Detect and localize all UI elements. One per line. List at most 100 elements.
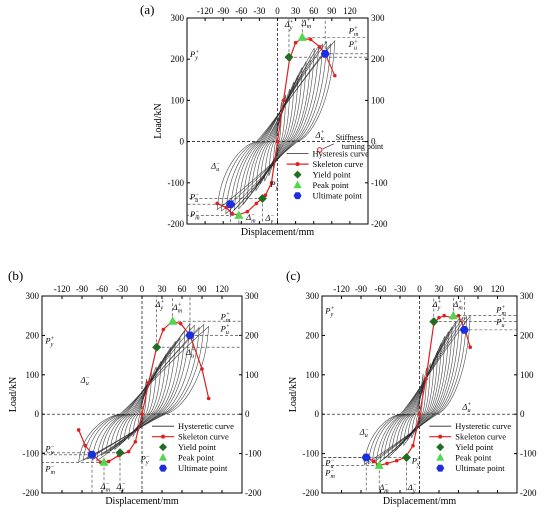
y-tick-label-left: 100 xyxy=(171,95,185,105)
ref-label: Δ− m xyxy=(245,212,256,225)
ref-label-base: Δ xyxy=(407,482,413,492)
y-tick-label-right: -100 xyxy=(245,449,262,459)
legend-entry: Ultimate point xyxy=(178,463,228,473)
skeleton-point xyxy=(200,367,204,371)
ref-label-sup: + xyxy=(226,324,230,330)
hysteresis-curves xyxy=(216,40,336,215)
yield-point xyxy=(152,342,162,352)
ref-label-base: Δ xyxy=(432,299,438,309)
yield-point xyxy=(402,453,411,463)
legend-swatch-ultimate xyxy=(293,192,302,200)
ref-label-sub: m xyxy=(178,308,183,314)
skeleton-point xyxy=(333,73,337,78)
panel-b: (b) -120 -90 -60 -30 0 30 60 90 120 -200 -200 -100 -1… xyxy=(8,268,262,507)
legend-swatch-yield xyxy=(159,443,167,452)
skeleton-point xyxy=(206,396,211,401)
skeleton-point xyxy=(424,376,428,381)
ref-label: P+ y xyxy=(44,335,54,348)
skeleton-point xyxy=(468,345,473,350)
legend-entry: Skeleton curve xyxy=(178,432,229,442)
y-tick-label-left: 200 xyxy=(306,330,320,340)
legend-entry: Hysteretic curve xyxy=(455,421,511,431)
ref-label-sub: m xyxy=(195,215,200,221)
skeleton-point xyxy=(106,459,111,464)
ref-label-base: Δ xyxy=(185,347,191,357)
ref-label: Δ− m xyxy=(378,482,389,495)
ref-label-sup: − xyxy=(216,161,220,167)
ref-label-sup: + xyxy=(458,300,462,306)
skeleton-point xyxy=(269,181,274,185)
hysteresis-loop xyxy=(91,324,195,461)
ref-label-base: Δ xyxy=(245,212,251,222)
ultimate-point xyxy=(87,450,97,459)
ref-label-sub: m xyxy=(226,318,231,324)
skeleton-point xyxy=(442,313,447,318)
ref-label-sup: + xyxy=(307,18,311,24)
ref-label: Δ− u xyxy=(80,375,90,388)
ref-label: P+ m xyxy=(348,26,359,39)
hysteresis-loop xyxy=(363,315,471,466)
ref-label: P+ m xyxy=(220,312,231,325)
ref-label-sup: + xyxy=(51,336,55,342)
annotation-line: Stiffness xyxy=(336,133,364,142)
skeleton-point xyxy=(76,428,81,432)
ref-label-base: P xyxy=(220,312,226,322)
legend-swatch-peak xyxy=(159,453,167,461)
hysteresis-loop xyxy=(238,47,315,210)
ref-label-base: P xyxy=(324,457,330,467)
ref-label-sub: u xyxy=(216,167,219,173)
skeleton-point xyxy=(411,443,415,448)
x-tick-label-top: 0 xyxy=(417,284,422,294)
ref-label: Δ− y xyxy=(407,482,417,495)
skeleton-point xyxy=(385,461,389,466)
ref-label-sup: − xyxy=(330,468,334,474)
ref-label: Δ− u xyxy=(210,160,220,173)
annotation-leader xyxy=(322,143,334,150)
x-axis-label: Displacement/mm xyxy=(383,496,457,507)
x-tick-label-top: -90 xyxy=(355,284,367,294)
ref-label-sup: − xyxy=(413,482,417,488)
ref-label-sup: − xyxy=(417,456,421,462)
panel-label: (b) xyxy=(8,268,23,283)
skeleton-point xyxy=(133,439,138,444)
ref-label-sub: m xyxy=(354,32,359,38)
ref-label: Δ+ m xyxy=(172,302,183,315)
x-tick-label-top: 120 xyxy=(215,284,229,294)
ref-label-sup: − xyxy=(51,464,55,470)
ref-label: P− m xyxy=(44,463,55,476)
y-tick-label-right: 200 xyxy=(520,330,534,340)
x-tick-label-top: -90 xyxy=(217,6,229,16)
legend-entry: Skeleton curve xyxy=(455,432,506,442)
ref-label-base: Δ xyxy=(359,427,365,437)
ref-label-base: P xyxy=(44,444,50,454)
x-axis-label: Displacement/mm xyxy=(241,227,315,238)
ref-label-sup: + xyxy=(330,306,334,312)
x-tick-label-top: 0 xyxy=(140,284,145,294)
ref-label-sub: u xyxy=(51,450,54,456)
x-tick-label-top: 90 xyxy=(198,284,208,294)
x-tick-label-top: 30 xyxy=(291,6,301,16)
peak-point xyxy=(374,460,384,469)
ref-label-base: Δ xyxy=(154,299,160,309)
ref-label-base: Δ xyxy=(461,401,467,411)
ref-label-sub: m xyxy=(384,488,389,494)
ref-label-base: P xyxy=(269,179,275,189)
yield-point xyxy=(284,52,294,62)
ref-label-sub: y xyxy=(145,460,149,466)
ref-label-sup: + xyxy=(438,300,442,306)
yield-point xyxy=(257,193,267,203)
ref-label-sup: + xyxy=(354,39,358,45)
ref-label: P− y xyxy=(269,179,279,192)
ref-label-base: P xyxy=(324,306,330,316)
panel-label: (a) xyxy=(140,2,154,17)
legend-entry: Yield point xyxy=(455,442,494,452)
legend-entry: Ultimate point xyxy=(313,191,363,201)
y-tick-label-left: 200 xyxy=(171,54,185,64)
peak-point xyxy=(99,457,109,466)
ref-label-base: P xyxy=(44,463,50,473)
x-tick-label-top: -30 xyxy=(116,284,128,294)
ref-label: P− u xyxy=(189,191,199,204)
y-tick-label-right: -200 xyxy=(371,219,388,229)
legend-swatch-yield xyxy=(293,170,302,179)
